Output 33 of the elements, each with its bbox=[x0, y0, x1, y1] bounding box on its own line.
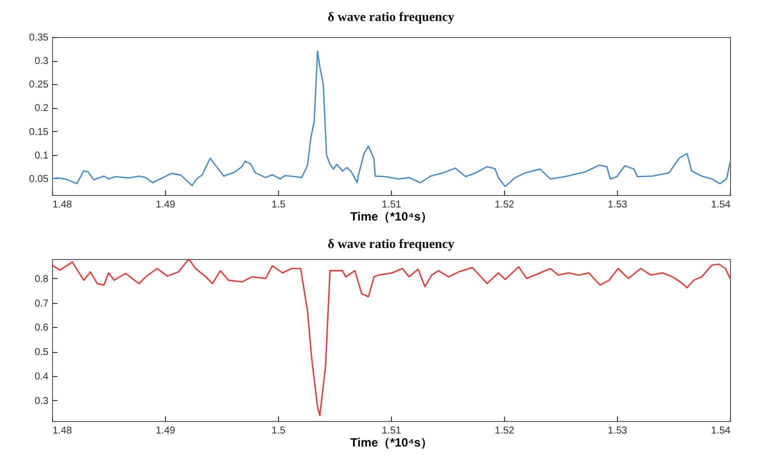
x-tick-label: 1.48 bbox=[52, 200, 72, 210]
y-tick-label: 0.3 bbox=[34, 396, 49, 407]
x-tick-label: 1.51 bbox=[382, 426, 402, 436]
x-tick-label: 1.49 bbox=[156, 426, 176, 436]
y-tick-label: 0.15 bbox=[29, 126, 49, 138]
y-tick-label: 0.8 bbox=[34, 274, 49, 285]
x-tick-label: 1.48 bbox=[52, 426, 72, 436]
x-tick-label: 1.52 bbox=[494, 426, 515, 436]
x-tick-label: 1.5 bbox=[272, 200, 286, 210]
chart-title: δ wave ratio frequency bbox=[328, 9, 455, 24]
y-tick-label: 0.35 bbox=[29, 32, 49, 44]
x-tick-label: 1.53 bbox=[608, 426, 628, 436]
x-axis-title: Time（*10⁴s） bbox=[350, 210, 433, 224]
x-axis-title: Time（*10⁴s） bbox=[350, 436, 433, 450]
chart-title: δ wave ratio frequency bbox=[328, 236, 455, 251]
y-tick-label: 0.3 bbox=[34, 56, 49, 68]
y-tick-label: 0.2 bbox=[34, 103, 49, 114]
y-tick-label: 0.1 bbox=[34, 150, 49, 162]
y-tick-label: 0.7 bbox=[34, 298, 49, 310]
y-tick-label: 0.6 bbox=[34, 322, 49, 334]
line-series bbox=[52, 50, 730, 188]
x-tick-label: 1.54 bbox=[711, 200, 731, 210]
x-tick-label: 1.5 bbox=[272, 426, 286, 436]
y-tick-label: 0.4 bbox=[34, 371, 49, 382]
y-tick-label: 0.25 bbox=[29, 80, 49, 91]
x-tick-label: 1.49 bbox=[156, 200, 176, 210]
line-series bbox=[52, 259, 730, 416]
x-tick-label: 1.51 bbox=[382, 200, 402, 210]
x-tick-label: 1.52 bbox=[494, 200, 515, 210]
x-tick-label: 1.54 bbox=[711, 426, 731, 436]
y-tick-label: 0.05 bbox=[29, 174, 49, 185]
y-tick-label: 0.5 bbox=[34, 347, 49, 358]
x-tick-label: 1.53 bbox=[608, 200, 628, 210]
